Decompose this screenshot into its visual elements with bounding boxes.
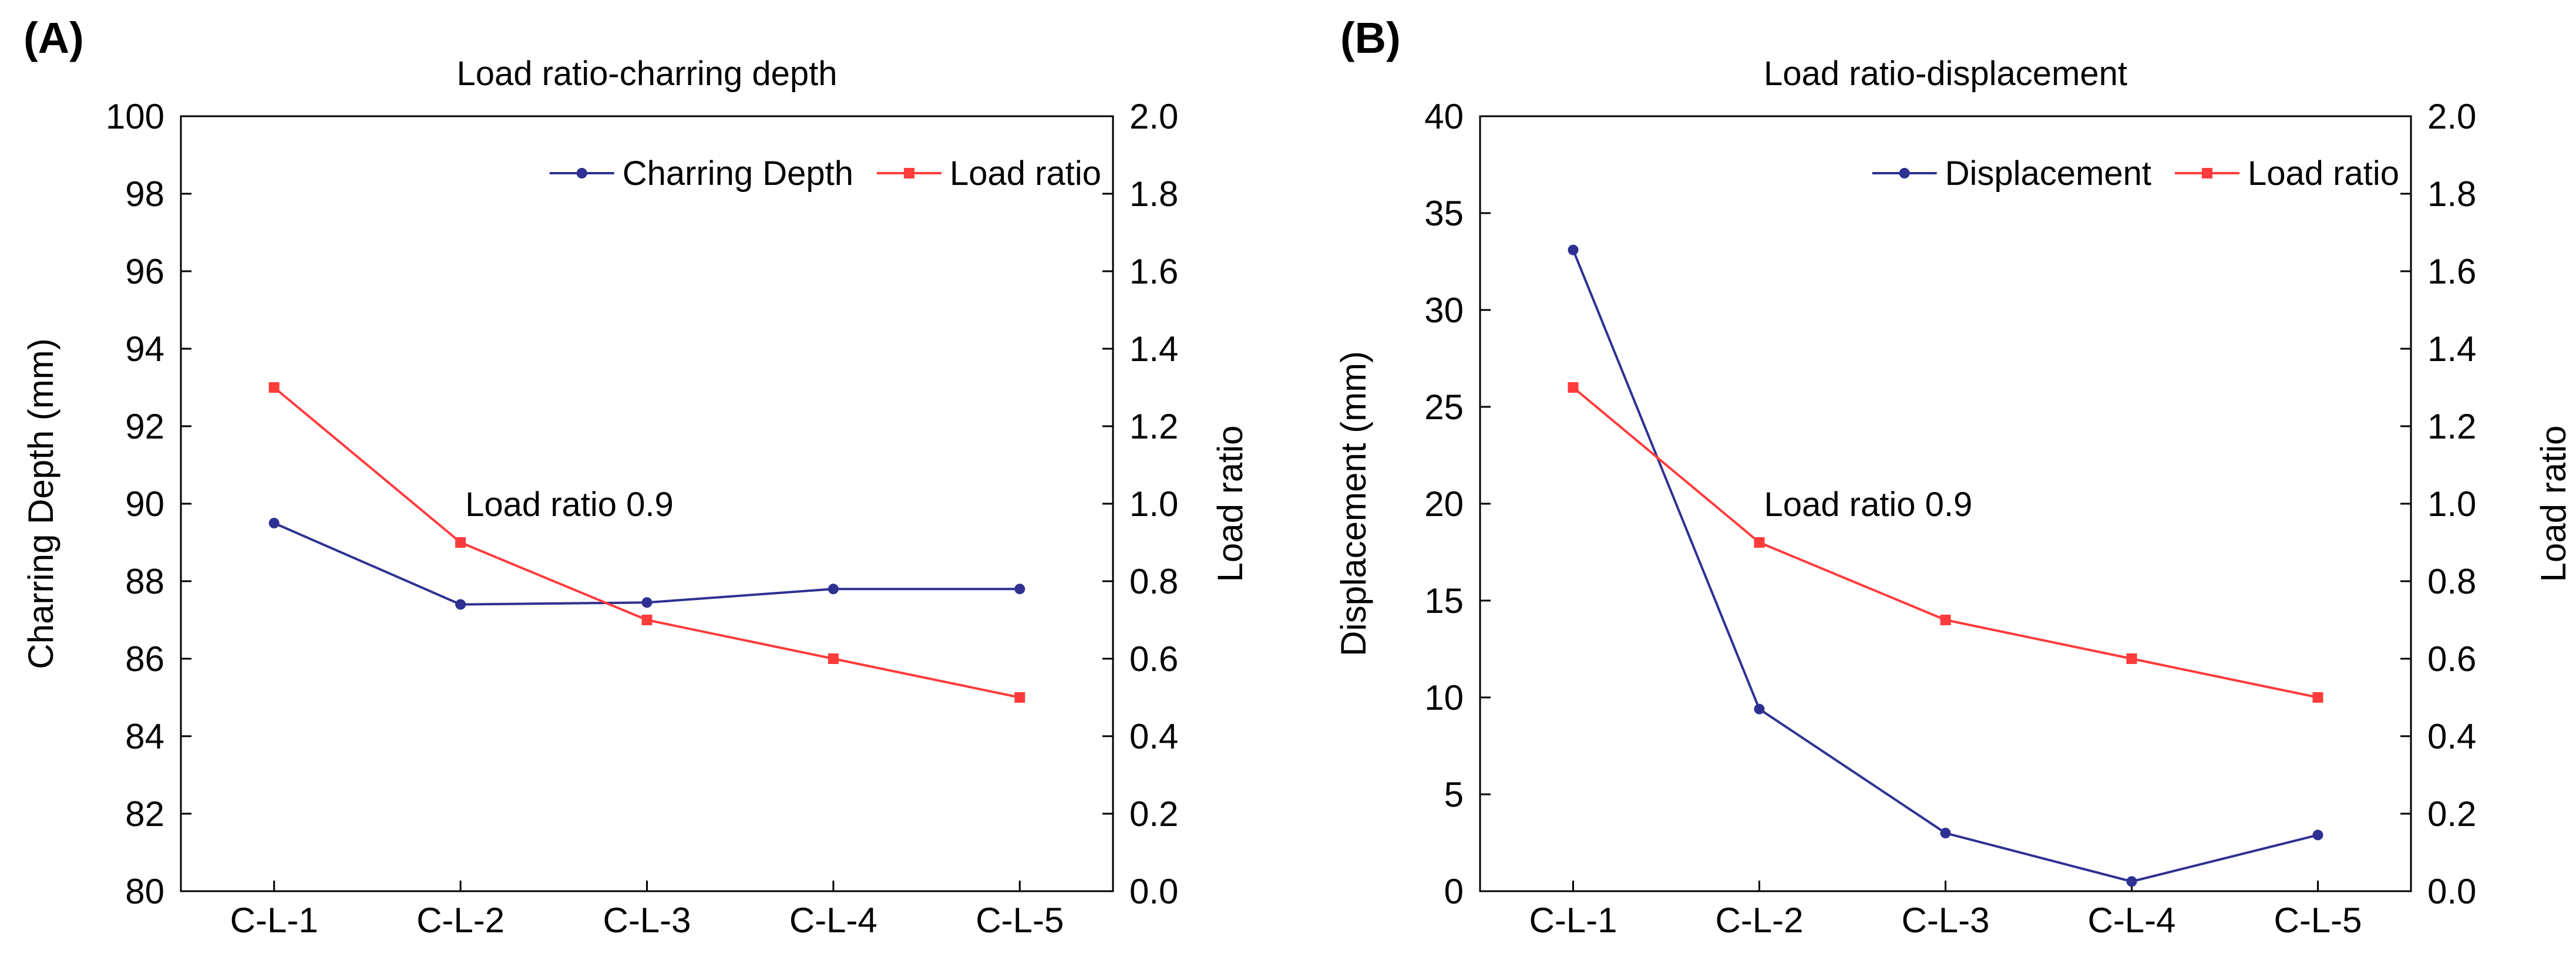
y-tick-label: 80 <box>125 872 164 911</box>
y-tick-label: 10 <box>1424 678 1464 717</box>
y-tick-label: 15 <box>1424 581 1464 621</box>
chart-title: Load ratio-charring depth <box>456 55 837 93</box>
y2-tick-label: 1.2 <box>2427 407 2476 446</box>
x-tick-label: C-L-3 <box>603 901 691 940</box>
chart-title: Load ratio-displacement <box>1764 55 2127 93</box>
x-tick-label: C-L-1 <box>1529 901 1617 940</box>
y-tick-label: 96 <box>125 252 164 291</box>
y2-tick-label: 1.0 <box>1129 484 1178 524</box>
y-axis-label: Charring Depth (mm) <box>21 338 60 669</box>
y-tick-label: 84 <box>125 717 164 756</box>
data-point-square <box>828 653 839 664</box>
x-tick-label: C-L-3 <box>1901 901 1989 940</box>
data-point-square <box>455 537 466 548</box>
x-tick-label: C-L-4 <box>2087 901 2175 940</box>
y-tick-label: 0 <box>1444 872 1464 911</box>
x-tick-label: C-L-2 <box>1715 901 1803 940</box>
data-point-square <box>1940 615 1951 625</box>
y2-tick-label: 1.6 <box>1129 252 1178 291</box>
data-point-circle <box>455 599 466 610</box>
series-line-0 <box>1572 249 2318 883</box>
y2-axis-label: Load ratio <box>2534 426 2573 582</box>
y2-tick-label: 0.6 <box>2427 639 2476 679</box>
data-point-circle <box>1940 828 1951 838</box>
y2-tick-label: 0.8 <box>1129 562 1178 601</box>
y-tick-label: 40 <box>1424 97 1464 136</box>
y-tick-label: 86 <box>125 639 164 679</box>
y-tick-label: 88 <box>125 562 164 601</box>
chart-a: (A) Load ratio-charring depth 80 82 84 86 88 90… <box>21 14 1250 940</box>
data-point-square <box>641 615 653 625</box>
legend-marker-circle <box>1899 168 1910 178</box>
y-tick-label: 35 <box>1424 194 1464 233</box>
y2-tick-label: 0.0 <box>1129 872 1178 911</box>
y-axis-label: Displacement (mm) <box>1334 351 1373 656</box>
y2-tick-label: 1.4 <box>2427 329 2476 369</box>
data-point-circle <box>2126 876 2137 887</box>
y2-tick-label: 0.2 <box>2427 794 2476 834</box>
chart-b: (B) Load ratio-displacement 0 5 10 15 20 25 30 35… <box>1334 14 2573 940</box>
data-point-square <box>2126 653 2137 664</box>
legend-marker-square <box>904 168 915 178</box>
legend-label: Charring Depth <box>623 154 853 193</box>
data-point-circle <box>641 597 653 608</box>
data-point-square <box>1568 382 1579 393</box>
data-point-circle <box>268 518 280 528</box>
y2-tick-label: 0.4 <box>1129 717 1178 756</box>
y-tick-label: 30 <box>1424 291 1464 330</box>
legend-label: Load ratio <box>2248 154 2399 193</box>
y-tick-label: 20 <box>1424 484 1464 524</box>
y2-tick-label: 1.6 <box>2427 252 2476 291</box>
y-tick-label: 82 <box>125 794 164 834</box>
y2-axis-label: Load ratio <box>1210 426 1250 582</box>
y2-tick-label: 2.0 <box>1129 97 1178 136</box>
annotation-label: Load ratio 0.9 <box>1764 486 1973 524</box>
y-tick-label: 98 <box>125 174 164 214</box>
data-point-square <box>268 382 280 393</box>
data-point-circle <box>1014 584 1025 595</box>
panel-label: (A) <box>23 14 84 62</box>
data-point-square <box>1014 692 1025 703</box>
annotation-label: Load ratio 0.9 <box>465 486 674 524</box>
x-tick-label: C-L-2 <box>416 901 505 940</box>
y2-tick-label: 2.0 <box>2427 97 2476 136</box>
data-point-square <box>1754 537 1765 548</box>
x-tick-label: C-L-1 <box>230 901 318 940</box>
y2-tick-label: 1.2 <box>1129 407 1178 446</box>
y2-tick-label: 1.4 <box>1129 329 1178 369</box>
data-point-circle <box>1754 703 1765 714</box>
x-tick-label: C-L-5 <box>2274 901 2362 940</box>
y2-tick-label: 1.8 <box>1129 174 1178 214</box>
series-line-0 <box>273 522 1020 606</box>
y2-tick-label: 0.4 <box>2427 717 2476 756</box>
x-tick-label: C-L-4 <box>789 901 877 940</box>
data-point-circle <box>2312 830 2323 841</box>
data-point-circle <box>1568 244 1579 255</box>
legend-label: Displacement <box>1945 154 2151 193</box>
y2-tick-label: 0.2 <box>1129 794 1178 834</box>
y-tick-label: 94 <box>125 329 164 369</box>
x-tick-label: C-L-5 <box>976 901 1064 940</box>
series-line-1 <box>273 386 1020 699</box>
data-point-square <box>2312 692 2323 703</box>
y-tick-label: 5 <box>1444 775 1464 814</box>
legend-label: Load ratio <box>950 154 1101 193</box>
y-tick-label: 90 <box>125 484 164 524</box>
y2-tick-label: 0.6 <box>1129 639 1178 679</box>
y2-tick-label: 0.8 <box>2427 562 2476 601</box>
y2-tick-label: 1.8 <box>2427 174 2476 214</box>
y2-tick-label: 0.0 <box>2427 872 2476 911</box>
y-tick-label: 25 <box>1424 387 1464 427</box>
y-tick-label: 100 <box>106 97 164 136</box>
series-line-1 <box>1572 386 2318 699</box>
data-point-circle <box>828 584 839 595</box>
legend-marker-circle <box>576 168 587 178</box>
y2-tick-label: 1.0 <box>2427 484 2476 524</box>
y-tick-label: 92 <box>125 407 164 446</box>
panel-label: (B) <box>1340 14 1401 62</box>
legend-marker-square <box>2202 168 2213 178</box>
